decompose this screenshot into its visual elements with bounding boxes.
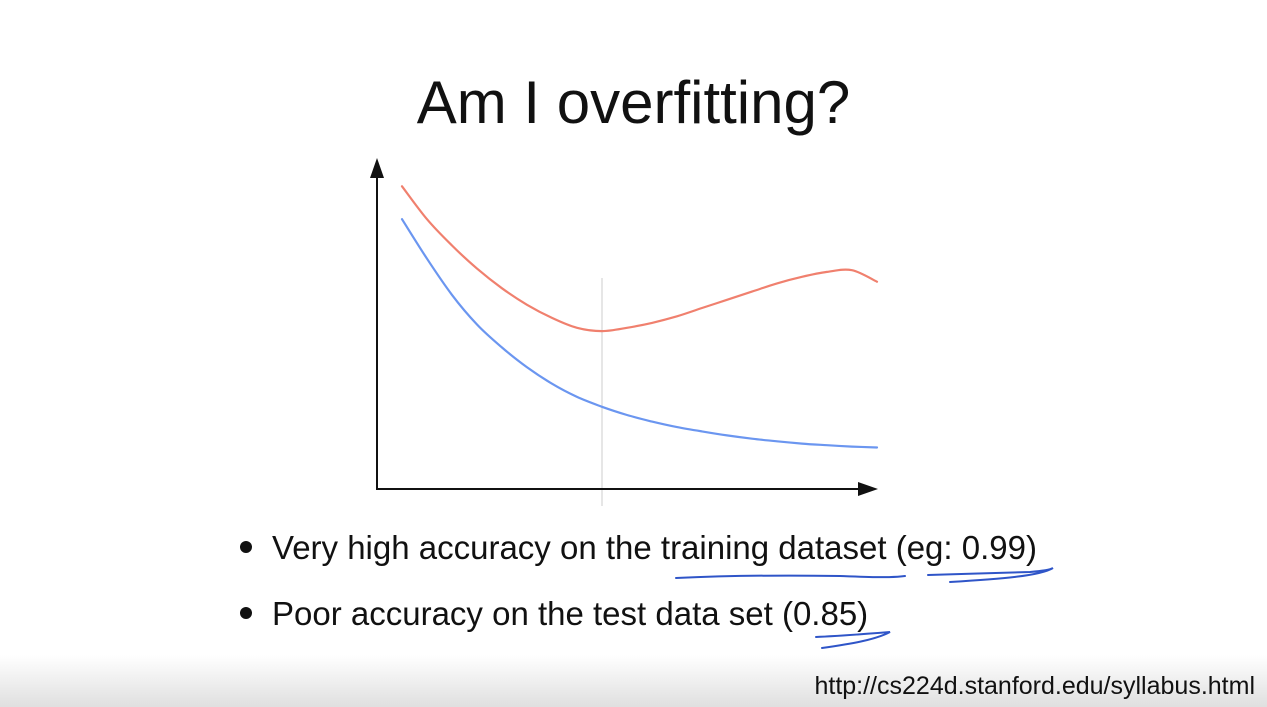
bullet-list: Very high accuracy on the training datas… [240,530,1037,662]
series-line-upper [400,185,879,333]
source-url: http://cs224d.stanford.edu/syllabus.html [814,672,1255,700]
bullet-dot-icon [240,607,252,620]
footer-bar [0,655,1267,707]
bullet-dot-icon [240,541,252,554]
x-axis-arrow [858,482,878,496]
bullet-item-training: Very high accuracy on the training datas… [240,530,1037,566]
slide-title: Am I overfitting? [416,69,851,136]
series-line-lower [400,218,879,449]
y-axis-arrow [370,158,384,178]
chart-axes-layer [370,158,878,496]
bullet-text: Very high accuracy on the training datas… [272,529,1037,566]
bullet-text: Poor accuracy on the test data set (0.85… [272,595,869,632]
chart-series-layer [400,185,879,449]
bullet-item-test: Poor accuracy on the test data set (0.85… [240,596,1037,632]
